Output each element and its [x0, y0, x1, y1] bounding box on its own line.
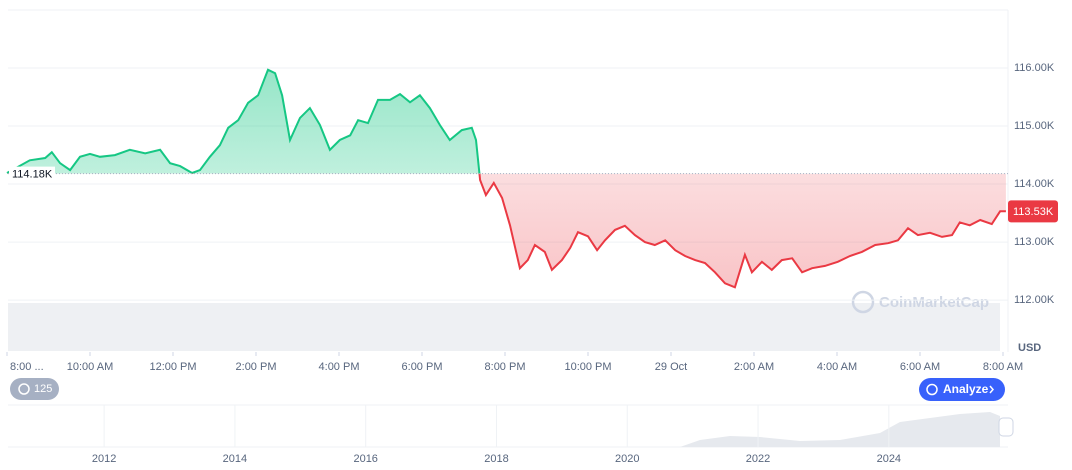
navigator-tick-label: 2018 [484, 453, 508, 465]
price-line-up [6, 68, 481, 174]
price-line-down [7, 173, 1006, 289]
navigator-tick-label: 2024 [877, 453, 901, 465]
y-tick-label: 116.00K [1014, 62, 1055, 74]
x-tick-label: 29 Oct [655, 361, 687, 373]
watermark-text: CoinMarketCap [879, 294, 989, 311]
plot: 112.00K 113.00K 114.00K 115.00K 116.00K 8:00 … [6, 62, 1058, 373]
badge-text: 125 [34, 383, 52, 395]
x-tick-label: 8:00 AM [983, 361, 1023, 373]
navigator-tick-label: 2012 [92, 453, 116, 465]
navigator-tick-label: 2014 [223, 453, 247, 465]
navigator [8, 404, 1014, 448]
x-tick-label: 2:00 PM [236, 361, 277, 373]
x-tick-label: 4:00 AM [817, 361, 857, 373]
area-down [7, 173, 1006, 288]
y-tick-label: 114.00K [1014, 178, 1055, 190]
y-tick-label: 115.00K [1014, 120, 1055, 132]
button-text[interactable]: Analyze [943, 382, 989, 396]
current-tag [1008, 200, 1058, 223]
navigator-tick-label: 2022 [746, 453, 770, 465]
x-tick-label: 4:00 PM [319, 361, 360, 373]
y-tick-label: 113.00K [1014, 236, 1055, 248]
watermark: CoinMarketCap [851, 290, 989, 314]
navigator-tick-label: 2016 [353, 453, 377, 465]
x-tick-label: 6:00 PM [402, 361, 443, 373]
x-tick-label: 12:00 PM [149, 361, 196, 373]
navigator-tick-label: 2020 [615, 453, 639, 465]
x-tick-label: 6:00 AM [900, 361, 940, 373]
current-label: 113.53K [1013, 206, 1054, 218]
x-tick-label: 10:00 AM [67, 361, 113, 373]
navigator-axis: 2012 2014 2016 2018 2020 2022 2024 [92, 405, 901, 465]
x-tick-label: 10:00 PM [564, 361, 611, 373]
volume-band [8, 303, 1000, 351]
baseline-tag [9, 166, 55, 181]
baseline-label: 114.18K [12, 169, 53, 181]
y-unit: USD [1018, 342, 1041, 354]
x-tick-label: 8:00 PM [485, 361, 526, 373]
area-up [7, 69, 480, 174]
x-tick-label: 2:00 AM [734, 361, 774, 373]
y-tick-label: 112.00K [1014, 294, 1055, 306]
analyze-button[interactable]: Analyze [919, 378, 1005, 401]
badge: 125 [10, 378, 59, 400]
x-tick-label: 8:00 ... [10, 361, 44, 373]
